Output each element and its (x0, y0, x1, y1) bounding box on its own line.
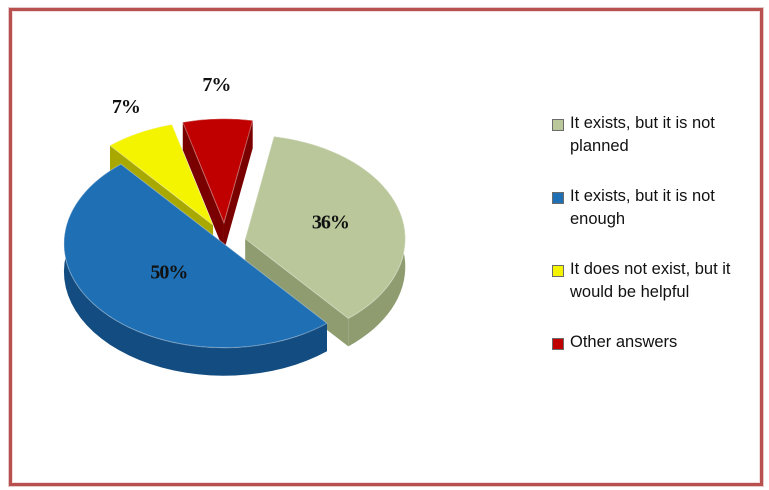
slice-not-exist-helpful-top (109, 124, 215, 227)
legend-label: It does not exist, but it would be helpf… (570, 260, 731, 301)
legend-item-exists-not-planned: It exists, but it is not planned (552, 112, 762, 158)
legend-label: It exists, but it is not planned (570, 114, 715, 155)
legend-swatch (552, 192, 564, 204)
value-label-not-exist-helpful: 7% (112, 96, 140, 118)
slice-other-answers-wall-1 (223, 120, 253, 251)
slice-other-answers-wall-0 (182, 122, 224, 251)
legend-swatch (552, 119, 564, 131)
slice-other-answers-top (182, 118, 254, 225)
legend-swatch (552, 338, 564, 350)
legend-item-not-exist-helpful: It does not exist, but it would be helpf… (552, 258, 762, 304)
value-label-exists-not-enough: 50% (150, 261, 187, 283)
pie-labels: 36% 50% 7% 7% (112, 74, 350, 284)
legend: It exists, but it is not planned It exis… (552, 112, 762, 354)
value-label-other-answers: 7% (202, 74, 230, 96)
legend-label: Other answers (570, 333, 678, 351)
legend-item-other-answers: Other answers (552, 331, 762, 354)
legend-item-exists-not-enough: It exists, but it is not enough (552, 185, 762, 231)
slice-other-answers (182, 118, 254, 251)
slice-exists-not-planned-wall-1 (245, 238, 349, 347)
slice-exists-not-enough-top (63, 163, 328, 349)
value-label-exists-not-planned: 36% (312, 212, 349, 234)
pie-slices (63, 118, 406, 376)
legend-label: It exists, but it is not enough (570, 187, 715, 228)
slice-exists-not-planned (244, 135, 406, 347)
slice-exists-not-enough (63, 163, 328, 376)
slice-exists-not-planned-top (244, 135, 406, 319)
legend-swatch (552, 265, 564, 277)
slice-exists-not-enough-side (63, 164, 327, 376)
